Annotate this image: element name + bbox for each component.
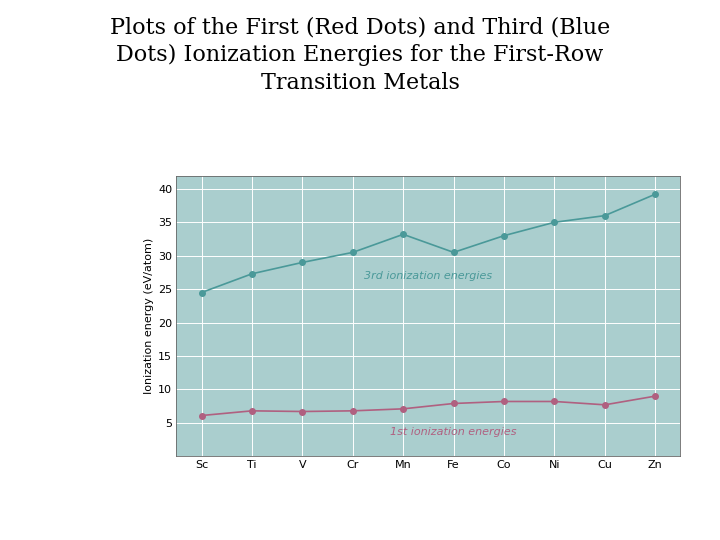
Text: 1st ionization energies: 1st ionization energies [390, 427, 517, 437]
Y-axis label: Ionization energy (eV/atom): Ionization energy (eV/atom) [144, 238, 154, 394]
Text: Plots of the First (Red Dots) and Third (Blue
Dots) Ionization Energies for the : Plots of the First (Red Dots) and Third … [110, 16, 610, 94]
Text: 3rd ionization energies: 3rd ionization energies [364, 271, 492, 281]
